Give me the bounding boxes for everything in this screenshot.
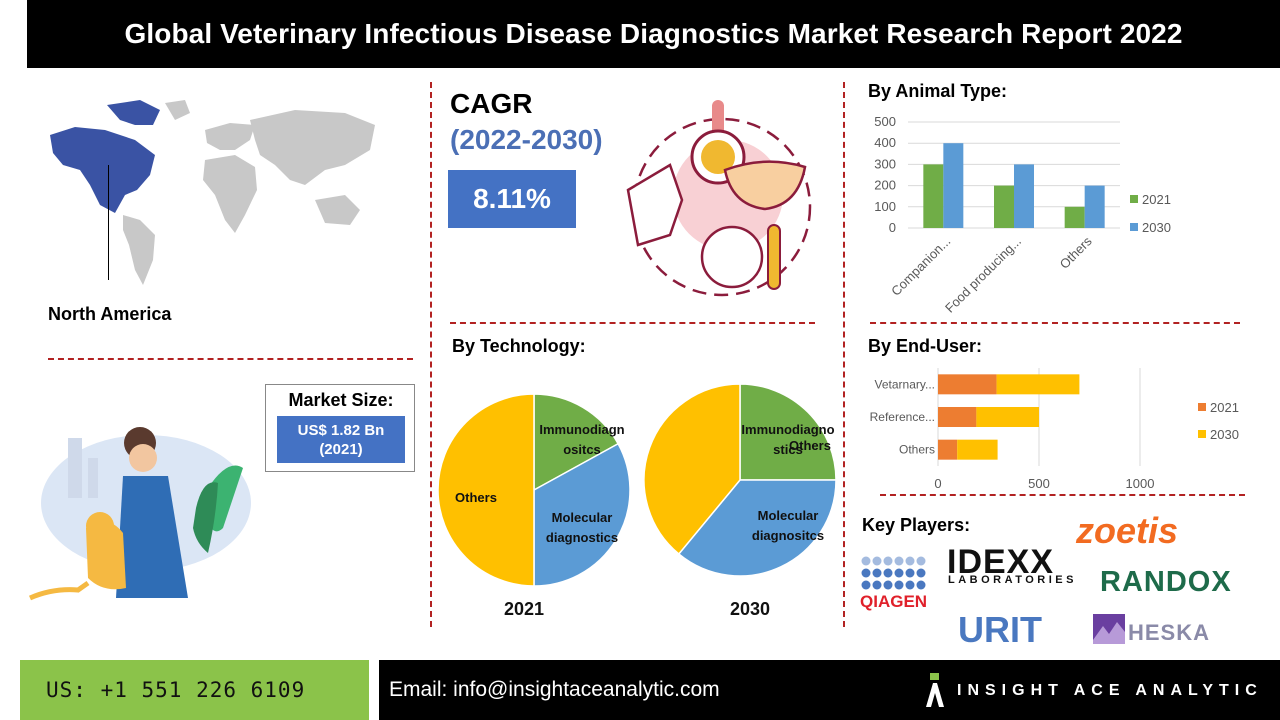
bar-2030 xyxy=(1084,185,1105,228)
cagr-period: (2022-2030) xyxy=(450,124,603,155)
pie-slice xyxy=(677,479,837,577)
divider xyxy=(430,82,432,627)
divider xyxy=(880,494,1245,496)
bar-2021 xyxy=(938,407,977,427)
slice-label: ositcs xyxy=(563,442,601,457)
urit-logo: URIT xyxy=(958,609,1042,650)
bar-2030 xyxy=(943,143,964,228)
qiagen-dots-icon xyxy=(861,556,926,590)
pie-year-label: 2021 xyxy=(504,599,544,619)
market-size-label: Market Size: xyxy=(288,390,394,410)
qiagen-logo: QIAGEN xyxy=(860,592,928,611)
pie-slice xyxy=(739,383,837,481)
email-contact[interactable]: Email: info@insightaceanalytic.com xyxy=(389,678,720,701)
heska-logo: HESKA xyxy=(1128,620,1211,645)
y-tick-label: 300 xyxy=(874,156,896,171)
report-title: Global Veterinary Infectious Disease Dia… xyxy=(27,0,1280,68)
cagr-label: CAGR xyxy=(450,88,533,119)
randox-logo: RANDOX xyxy=(1100,566,1232,598)
phone-contact[interactable]: US: +1 551 226 6109 xyxy=(20,660,369,720)
animal-type-bar-chart: 0 100 200 300 400 500 Companion...Food produci… xyxy=(874,114,1171,316)
legend-swatch xyxy=(1198,430,1206,438)
pie-slice xyxy=(437,393,535,587)
zoetis-logo: zoetis xyxy=(1076,510,1179,551)
slice-label: Immunodiagn xyxy=(539,422,624,437)
pet-care-illustration xyxy=(626,100,812,297)
bar-2021 xyxy=(994,185,1014,228)
slice-label: stics xyxy=(773,442,803,457)
animal-type-heading: By Animal Type: xyxy=(868,81,1008,101)
y-tick-label: 100 xyxy=(874,199,896,214)
region-label: North America xyxy=(48,304,172,324)
y-tick-label: Others xyxy=(899,443,935,457)
slice-label: Molecular xyxy=(552,510,613,525)
pie-slice xyxy=(533,393,620,492)
cagr-value: 8.11% xyxy=(448,170,576,228)
brand-name: INSIGHT ACE ANALYTIC xyxy=(957,682,1263,699)
slice-label: Others xyxy=(789,438,831,453)
slice-label: diagnositcs xyxy=(752,528,824,543)
y-tick-label: 200 xyxy=(874,178,896,193)
bar-2030 xyxy=(957,439,998,460)
idexx-logo-subtitle: LABORATORIES xyxy=(948,574,1077,586)
legend-label: 2030 xyxy=(1210,427,1239,442)
y-tick-label: 500 xyxy=(874,114,896,129)
bar-2021 xyxy=(938,374,997,395)
pie-slice xyxy=(533,442,631,587)
x-tick-label: Food producing... xyxy=(942,234,1024,316)
y-tick-label: Vetarnary... xyxy=(875,377,935,391)
bar-2021 xyxy=(1064,206,1085,228)
legend-swatch xyxy=(1198,403,1206,411)
pie-slice xyxy=(643,383,741,556)
bar-2030 xyxy=(976,407,1039,427)
y-tick-label: Reference... xyxy=(870,410,935,424)
slice-label: diagnostics xyxy=(546,530,618,545)
y-tick-label: 400 xyxy=(874,135,896,150)
idexx-logo: IDEXX xyxy=(947,543,1055,581)
x-tick-label: 0 xyxy=(934,476,941,491)
market-size-value-box: US$ 1.82 Bn (2021) xyxy=(277,416,405,463)
divider xyxy=(48,358,413,360)
key-players-heading: Key Players: xyxy=(862,515,971,535)
legend-label: 2021 xyxy=(1210,400,1239,415)
bar-2030 xyxy=(996,374,1080,395)
market-size-card: Market Size: US$ 1.82 Bn (2021) xyxy=(265,384,415,472)
footer-bar: Email: info@insightaceanalytic.com INSIG… xyxy=(379,660,1280,720)
technology-pie-charts: Immunodiagn ositcs Molecular diagnostics Oth… xyxy=(437,383,837,619)
x-tick-label: 500 xyxy=(1028,476,1050,491)
x-tick-label: 1000 xyxy=(1126,476,1155,491)
slice-label: Immunodiagno xyxy=(741,422,834,437)
technology-heading: By Technology: xyxy=(452,336,586,356)
market-size-year: (2021) xyxy=(319,440,363,458)
divider xyxy=(843,82,845,627)
y-tick-label: 0 xyxy=(889,220,896,235)
world-map xyxy=(50,100,375,285)
legend-label: 2021 xyxy=(1142,192,1171,207)
market-size-value: US$ 1.82 Bn xyxy=(297,421,385,439)
bar-2021 xyxy=(938,439,958,460)
x-tick-label: Others xyxy=(1057,233,1096,272)
slice-label: Molecular xyxy=(758,508,819,523)
x-tick-label: Companion... xyxy=(888,234,953,299)
pie-year-label: 2030 xyxy=(730,599,770,619)
map-pointer-line xyxy=(108,165,109,280)
legend-swatch xyxy=(1130,223,1138,231)
divider xyxy=(450,322,815,324)
end-user-heading: By End-User: xyxy=(868,336,983,356)
heska-mark-icon xyxy=(1093,614,1125,644)
bar-2030 xyxy=(1014,164,1034,228)
brand-logo-icon xyxy=(926,673,944,707)
bar-2021 xyxy=(923,164,944,228)
legend-label: 2030 xyxy=(1142,220,1171,235)
vet-illustration xyxy=(29,427,251,601)
slice-label: Others xyxy=(455,490,497,505)
divider xyxy=(870,322,1240,324)
end-user-bar-chart: 0 500 1000 Vetarnary... Reference... Others 20… xyxy=(870,368,1239,491)
legend-swatch xyxy=(1130,195,1138,203)
